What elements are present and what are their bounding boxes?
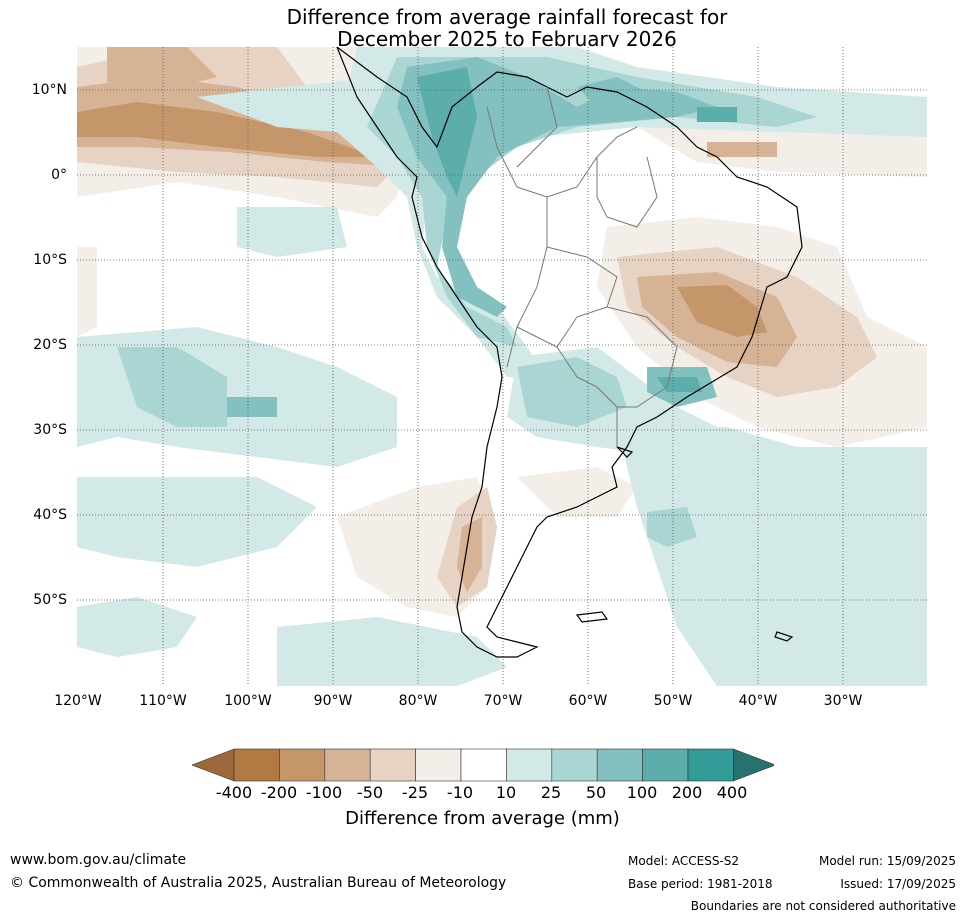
colorbar-tick: 10: [495, 783, 517, 802]
footer-base-period: Base period: 1981-2018: [628, 877, 773, 891]
colorbar-tick: -200: [260, 783, 298, 802]
lat-label-50s: 50°S: [33, 592, 67, 608]
lon-label-100w: 100°W: [224, 693, 272, 709]
country-borders: [486, 86, 678, 447]
footer-copyright: © Commonwealth of Australia 2025, Austra…: [10, 875, 507, 891]
colorbar-extend-high: [733, 748, 774, 782]
graticule: [77, 47, 927, 686]
lon-label-110w: 110°W: [139, 693, 187, 709]
lon-label-70w: 70°W: [483, 693, 523, 709]
lon-label-80w: 80°W: [398, 693, 438, 709]
colorbar-tick: 100: [626, 783, 658, 802]
colorbar-swatch: [415, 748, 462, 782]
rainfall-anomaly-map: [77, 47, 927, 686]
lon-label-30w: 30°W: [823, 693, 863, 709]
colorbar-swatch: [324, 748, 371, 782]
colorbar-tick: -400: [215, 783, 253, 802]
map-title-line2: December 2025 to February 2026: [337, 27, 677, 51]
colorbar-extend-low: [192, 748, 235, 782]
colorbar-label: Difference from average (mm): [345, 808, 620, 829]
lat-label-10s: 10°S: [33, 252, 67, 268]
footer-model-run: Model run: 15/09/2025: [818, 854, 956, 868]
lon-label-50w: 50°W: [653, 693, 693, 709]
lon-label-40w: 40°W: [738, 693, 778, 709]
colorbar-tick: 400: [716, 783, 748, 802]
footer-model: Model: ACCESS-S2: [628, 854, 740, 868]
lon-label-90w: 90°W: [313, 693, 353, 709]
continent-outline: [336, 47, 803, 658]
colorbar-tick: 25: [540, 783, 562, 802]
colorbar-swatch: [596, 748, 643, 782]
colorbar-swatch: [506, 748, 553, 782]
lon-label-60w: 60°W: [568, 693, 608, 709]
footer-issued: Issued: 17/09/2025: [840, 877, 956, 891]
wet-anomaly-regions: [77, 47, 927, 686]
lat-label-10n: 10°N: [31, 82, 67, 98]
colorbar: [192, 748, 774, 782]
lat-label-0: 0°: [51, 167, 67, 183]
colorbar-swatch: [687, 748, 734, 782]
colorbar-tick: -25: [401, 783, 429, 802]
footer-disclaimer: Boundaries are not considered authoritat…: [690, 899, 956, 913]
colorbar-swatch: [233, 748, 280, 782]
colorbar-swatch: [642, 748, 689, 782]
colorbar-swatch: [551, 748, 598, 782]
lat-label-30s: 30°S: [33, 422, 67, 438]
colorbar-swatch: [369, 748, 416, 782]
map-title-line1: Difference from average rainfall forecas…: [286, 5, 728, 29]
colorbar-tick: -10: [446, 783, 474, 802]
colorbar-swatch: [460, 748, 507, 782]
colorbar-tick: 200: [671, 783, 703, 802]
lat-label-20s: 20°S: [33, 337, 67, 353]
colorbar-swatches: [192, 748, 774, 782]
colorbar-swatch: [279, 748, 326, 782]
colorbar-tick: 50: [585, 783, 607, 802]
footer-url: www.bom.gov.au/climate: [10, 852, 187, 868]
colorbar-tick: -100: [305, 783, 343, 802]
lon-label-120w: 120°W: [54, 693, 102, 709]
colorbar-tick: -50: [356, 783, 384, 802]
lat-label-40s: 40°S: [33, 507, 67, 523]
